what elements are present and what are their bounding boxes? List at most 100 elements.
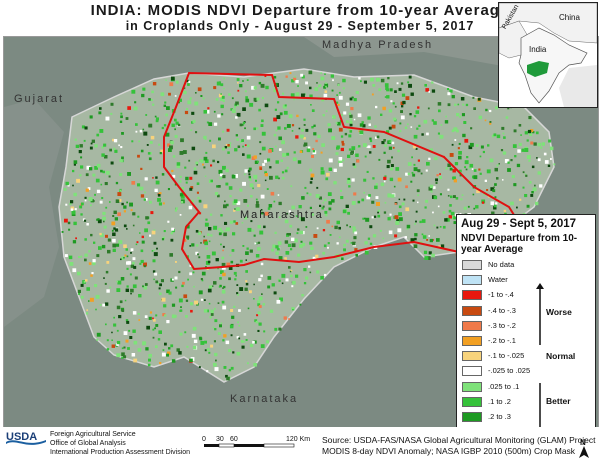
ndvi-pixel [290, 248, 293, 251]
ndvi-pixel [119, 300, 123, 304]
ndvi-pixel [207, 288, 212, 293]
ndvi-pixel [226, 128, 230, 132]
ndvi-pixel [412, 145, 417, 149]
ndvi-pixel [217, 267, 219, 270]
ndvi-pixel [275, 160, 279, 164]
ndvi-pixel [196, 182, 200, 185]
ndvi-pixel [167, 188, 170, 191]
legend-item: -.2 to -.1 [462, 336, 542, 346]
ndvi-pixel [503, 136, 506, 139]
ndvi-pixel [86, 165, 91, 170]
ndvi-pixel [154, 327, 156, 330]
ndvi-pixel [219, 284, 222, 288]
legend-item: -.4 to -.3 [462, 305, 542, 316]
ndvi-pixel [96, 254, 100, 258]
ndvi-pixel [176, 81, 179, 84]
ndvi-pixel [486, 169, 491, 174]
ndvi-pixel [153, 241, 157, 245]
ndvi-pixel [112, 243, 117, 248]
ndvi-pixel [144, 283, 148, 286]
ndvi-pixel [229, 142, 232, 144]
ndvi-pixel [101, 244, 106, 249]
ndvi-pixel [210, 164, 213, 167]
ndvi-pixel [204, 159, 209, 163]
ndvi-pixel [159, 283, 162, 287]
ndvi-pixel [180, 306, 182, 308]
ndvi-pixel [238, 309, 241, 312]
ndvi-pixel [187, 278, 189, 281]
ndvi-pixel [203, 235, 205, 238]
ndvi-pixel [218, 227, 222, 232]
ndvi-pixel [106, 348, 110, 351]
ndvi-pixel [138, 319, 141, 321]
legend-item: -.1 to -.025 [462, 351, 542, 362]
ndvi-pixel [189, 176, 193, 180]
ndvi-pixel [127, 347, 130, 350]
ndvi-pixel [336, 101, 339, 104]
ndvi-pixel [125, 248, 128, 251]
ndvi-pixel [349, 114, 353, 118]
ndvi-pixel [210, 234, 213, 237]
ndvi-pixel [186, 79, 189, 83]
ndvi-pixel [260, 209, 263, 211]
ndvi-pixel [522, 171, 525, 174]
ndvi-pixel [229, 324, 234, 329]
ndvi-pixel [320, 76, 325, 81]
ndvi-pixel [447, 103, 451, 107]
ndvi-pixel [123, 205, 127, 209]
ndvi-pixel [172, 174, 176, 178]
ndvi-pixel [398, 87, 402, 91]
legend-label: .2 to .3 [488, 412, 511, 421]
ndvi-pixel [141, 240, 145, 244]
ndvi-pixel [144, 191, 146, 194]
ndvi-pixel [222, 130, 225, 133]
ndvi-pixel [221, 290, 226, 294]
ndvi-pixel [338, 91, 341, 94]
ndvi-pixel [394, 105, 397, 108]
ndvi-pixel [517, 149, 521, 153]
ndvi-pixel [121, 356, 124, 359]
ndvi-pixel [220, 83, 224, 87]
ndvi-pixel [335, 152, 339, 156]
ndvi-pixel [125, 339, 129, 343]
ndvi-pixel [308, 70, 313, 75]
ndvi-pixel [130, 209, 133, 212]
ndvi-pixel [100, 183, 103, 186]
ndvi-pixel [196, 191, 199, 194]
ndvi-pixel [233, 271, 237, 275]
ndvi-pixel [374, 185, 378, 190]
ndvi-pixel [406, 224, 411, 229]
ndvi-pixel [502, 179, 504, 181]
ndvi-pixel [458, 151, 462, 155]
ndvi-pixel [480, 145, 484, 149]
ndvi-pixel [123, 224, 127, 228]
ndvi-pixel [295, 274, 299, 278]
ndvi-pixel [336, 220, 340, 225]
ndvi-pixel [223, 334, 227, 338]
ndvi-pixel [152, 317, 154, 320]
ndvi-pixel [196, 244, 199, 247]
ndvi-pixel [501, 126, 505, 130]
ndvi-pixel [535, 201, 539, 206]
ndvi-pixel [222, 249, 224, 252]
ndvi-pixel [350, 150, 355, 154]
ndvi-map[interactable]: Madhya Pradesh Gujarat Maharashtra Karna… [3, 36, 599, 428]
legend-item: .2 to .3 [462, 412, 542, 422]
ndvi-pixel [398, 212, 402, 216]
ndvi-pixel [198, 256, 201, 259]
ndvi-pixel [159, 192, 162, 195]
ndvi-pixel [274, 108, 277, 111]
ndvi-pixel [193, 167, 197, 170]
ndvi-pixel [177, 123, 181, 127]
ndvi-pixel [74, 138, 77, 141]
ndvi-pixel [354, 231, 358, 235]
ndvi-pixel [143, 198, 146, 201]
ndvi-pixel [236, 112, 241, 117]
ndvi-pixel [209, 285, 213, 289]
ndvi-pixel [484, 119, 487, 122]
ndvi-pixel [63, 188, 67, 191]
ndvi-pixel [260, 274, 263, 278]
ndvi-pixel [140, 249, 144, 253]
ndvi-pixel [402, 100, 406, 105]
ndvi-pixel [293, 151, 296, 154]
